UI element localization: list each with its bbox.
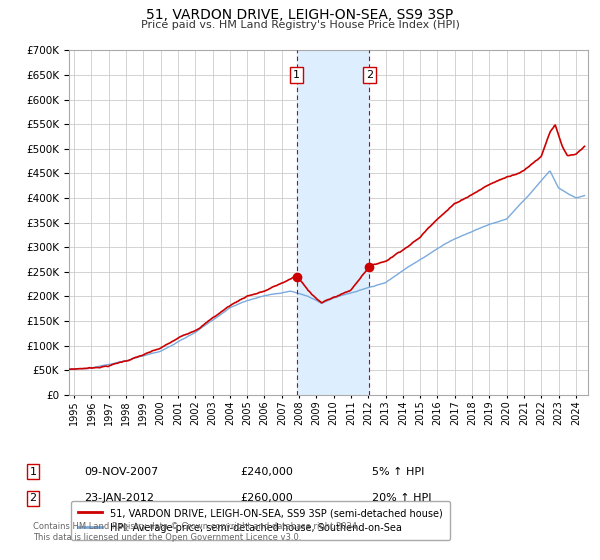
Text: 1: 1	[29, 466, 37, 477]
Text: 1: 1	[293, 70, 300, 80]
Text: 20% ↑ HPI: 20% ↑ HPI	[372, 493, 431, 503]
Bar	[296, 50, 370, 395]
Text: Price paid vs. HM Land Registry's House Price Index (HPI): Price paid vs. HM Land Registry's House …	[140, 20, 460, 30]
Text: 23-JAN-2012: 23-JAN-2012	[84, 493, 154, 503]
Text: 2: 2	[29, 493, 37, 503]
Text: £240,000: £240,000	[240, 466, 293, 477]
Text: 51, VARDON DRIVE, LEIGH-ON-SEA, SS9 3SP: 51, VARDON DRIVE, LEIGH-ON-SEA, SS9 3SP	[146, 8, 454, 22]
Text: £260,000: £260,000	[240, 493, 293, 503]
Text: 09-NOV-2007: 09-NOV-2007	[84, 466, 158, 477]
Text: 5% ↑ HPI: 5% ↑ HPI	[372, 466, 424, 477]
Legend: 51, VARDON DRIVE, LEIGH-ON-SEA, SS9 3SP (semi-detached house), HPI: Average pric: 51, VARDON DRIVE, LEIGH-ON-SEA, SS9 3SP …	[71, 501, 450, 540]
Text: 2: 2	[366, 70, 373, 80]
Text: This data is licensed under the Open Government Licence v3.0.: This data is licensed under the Open Gov…	[33, 533, 301, 542]
Text: Contains HM Land Registry data © Crown copyright and database right 2024.: Contains HM Land Registry data © Crown c…	[33, 522, 359, 531]
